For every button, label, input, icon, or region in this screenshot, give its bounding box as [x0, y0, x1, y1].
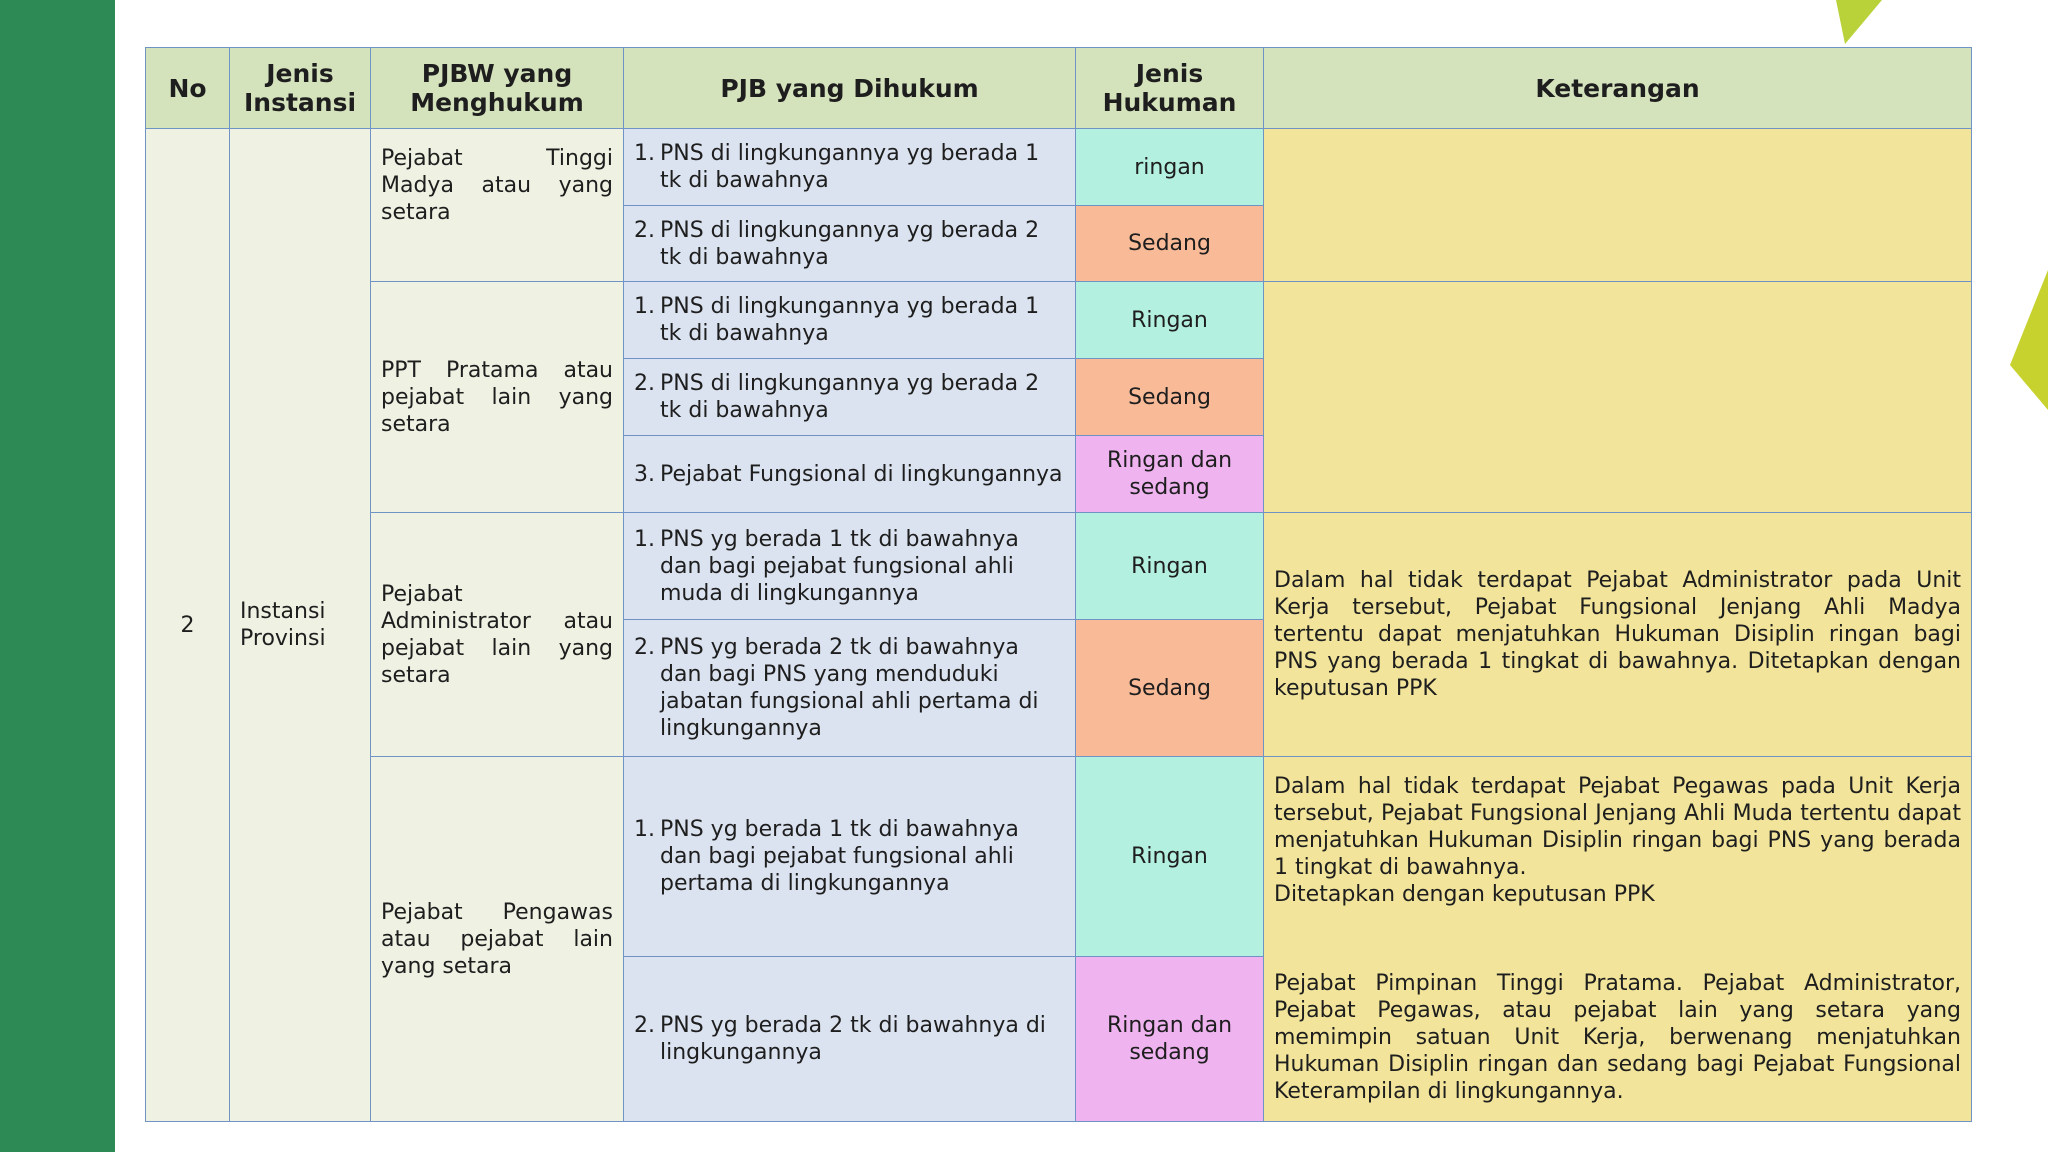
hukuman-cell: Ringan dan sedang: [1075, 435, 1264, 513]
pjb-item: 2. PNS di lingkungannya yg berada 2 tk di…: [634, 370, 1065, 424]
pjb-cell: 2. PNS yg berada 2 tk di bawahnya di ling…: [623, 956, 1076, 1122]
pjb-item: 2. PNS yg berada 2 tk di bawahnya di ling…: [634, 1012, 1065, 1066]
header-cell: PJB yang Dihukum: [623, 47, 1076, 129]
header-cell: PJBW yang Menghukum: [370, 47, 624, 129]
keterangan-cell: Dalam hal tidak terdapat Pejabat Pegawas…: [1263, 756, 1972, 1122]
item-number: 1.: [634, 294, 655, 319]
hukuman-cell: Ringan: [1075, 512, 1264, 620]
header-cell: No: [145, 47, 230, 129]
keterangan-cell: [1263, 281, 1972, 513]
keterangan-cell: Dalam hal tidak terdapat Pejabat Adminis…: [1263, 512, 1972, 757]
keterangan-text: Pejabat Pimpinan Tinggi Pratama. Pejabat…: [1274, 971, 1961, 1104]
pjb-cell: 3. Pejabat Fungsional di lingkungannya: [623, 435, 1076, 513]
pjb-item: 2. PNS di lingkungannya yg berada 2 tk di…: [634, 217, 1065, 271]
pjbw-cell: Pejabat Tinggi Madya atau yang setara: [370, 128, 624, 282]
item-text: PNS di lingkungannya yg berada 2 tk di b…: [660, 371, 1040, 423]
pjb-cell: 1. PNS yg berada 1 tk di bawahnya dan bag…: [623, 756, 1076, 957]
hukuman-cell: Ringan dan sedang: [1075, 956, 1264, 1122]
item-number: 1.: [634, 526, 655, 552]
instansi-cell: Instansi Provinsi: [229, 128, 371, 1122]
pjb-cell: 1. PNS yg berada 1 tk di bawahnya dan bag…: [623, 512, 1076, 620]
item-text: PNS di lingkungannya yg berada 2 tk di b…: [660, 217, 1040, 270]
pjb-cell: 1. PNS di lingkungannya yg berada 1 tk di…: [623, 128, 1076, 206]
side-bar: [0, 0, 115, 1152]
row: 2 Instansi Provinsi Pejabat Tinggi Madya a…: [145, 128, 1972, 1122]
pjb-cell: 1. PNS di lingkungannya yg berada 1 tk di…: [623, 281, 1076, 359]
pjb-item: 1. PNS yg berada 1 tk di bawahnya dan bag…: [634, 526, 1065, 607]
item-number: 2.: [634, 1013, 655, 1038]
keterangan-text: Ditetapkan dengan keputusan PPK: [1274, 882, 1655, 907]
pjb-item: 1. PNS yg berada 1 tk di bawahnya dan bag…: [634, 816, 1065, 897]
row: 2. PNS di lingkungannya yg berada 2 tk di…: [146, 358, 1972, 436]
item-text: PNS yg berada 2 tk di bawahnya di lingku…: [660, 1013, 1046, 1065]
leaf: [2010, 270, 2048, 410]
pjbw-cell: PPT Pratama atau pejabat lain yang setar…: [370, 281, 624, 513]
item-text: PNS di lingkungannya yg berada 1 tk di b…: [660, 294, 1040, 346]
row: 2. PNS yg berada 2 tk di bawahnya di ling…: [146, 956, 1972, 1122]
header-cell: Jenis Instansi: [229, 47, 371, 129]
pjb-cell: 2. PNS di lingkungannya yg berada 2 tk di…: [623, 205, 1076, 282]
hukuman-cell: Sedang: [1075, 619, 1264, 757]
pjb-item: 1. PNS di lingkungannya yg berada 1 tk di…: [634, 140, 1065, 194]
row: 2. PNS di lingkungannya yg berada 2 tk di…: [146, 205, 1972, 282]
leaf: [1836, 0, 1882, 44]
row: Pejabat Administrator atau pejabat lain …: [146, 512, 1972, 757]
keterangan-text: Dalam hal tidak terdapat Pejabat Pegawas…: [1274, 774, 1961, 880]
item-text: PNS di lingkungannya yg berada 1 tk di b…: [660, 141, 1040, 193]
pjbw-cell: Pejabat Administrator atau pejabat lain …: [370, 512, 624, 757]
hukuman-cell: Ringan: [1075, 756, 1264, 957]
keterangan-text: Dalam hal tidak terdapat Pejabat Adminis…: [1274, 568, 1961, 701]
item-number: 2.: [634, 217, 655, 243]
pjb-cell: 2. PNS di lingkungannya yg berada 2 tk di…: [623, 358, 1076, 436]
pjbw-cell: Pejabat Pengawas atau pejabat lain yang …: [370, 756, 624, 1122]
row: Pejabat Pengawas atau pejabat lain yang …: [146, 756, 1972, 1122]
hukuman-cell: ringan: [1075, 128, 1264, 206]
pjb-cell: 2. PNS yg berada 2 tk di bawahnya dan bag…: [623, 619, 1076, 757]
header-row: No Jenis Instansi PJBW yang Menghukum PJB y…: [145, 47, 1972, 129]
row: 2. PNS yg berada 2 tk di bawahnya dan bag…: [146, 619, 1972, 757]
item-number: 2.: [634, 371, 655, 396]
item-number: 3.: [634, 461, 655, 487]
item-number: 2.: [634, 635, 655, 660]
pjb-item: 3. Pejabat Fungsional di lingkungannya: [634, 461, 1065, 488]
header-cell: Keterangan: [1263, 47, 1972, 129]
item-text: PNS yg berada 1 tk di bawahnya dan bagi …: [660, 817, 1019, 896]
row: PPT Pratama atau pejabat lain yang setar…: [146, 281, 1972, 513]
no-cell: 2: [145, 128, 230, 1122]
item-number: 1.: [634, 817, 655, 842]
hukuman-cell: Ringan: [1075, 281, 1264, 359]
hukuman-cell: Sedang: [1075, 358, 1264, 436]
item-number: 1.: [634, 141, 655, 166]
hukuman-cell: Sedang: [1075, 205, 1264, 282]
item-text: PNS yg berada 1 tk di bawahnya dan bagi …: [660, 526, 1019, 606]
pjb-item: 1. PNS di lingkungannya yg berada 1 tk di…: [634, 293, 1065, 347]
item-text: Pejabat Fungsional di lingkungannya: [660, 461, 1063, 487]
table: No Jenis Instansi PJBW yang Menghukum PJB y…: [145, 47, 1972, 1122]
item-text: PNS yg berada 2 tk di bawahnya dan bagi …: [660, 635, 1039, 741]
keterangan-cell: [1263, 128, 1972, 282]
pjb-item: 2. PNS yg berada 2 tk di bawahnya dan bag…: [634, 634, 1065, 742]
header-cell: Jenis Hukuman: [1075, 47, 1264, 129]
